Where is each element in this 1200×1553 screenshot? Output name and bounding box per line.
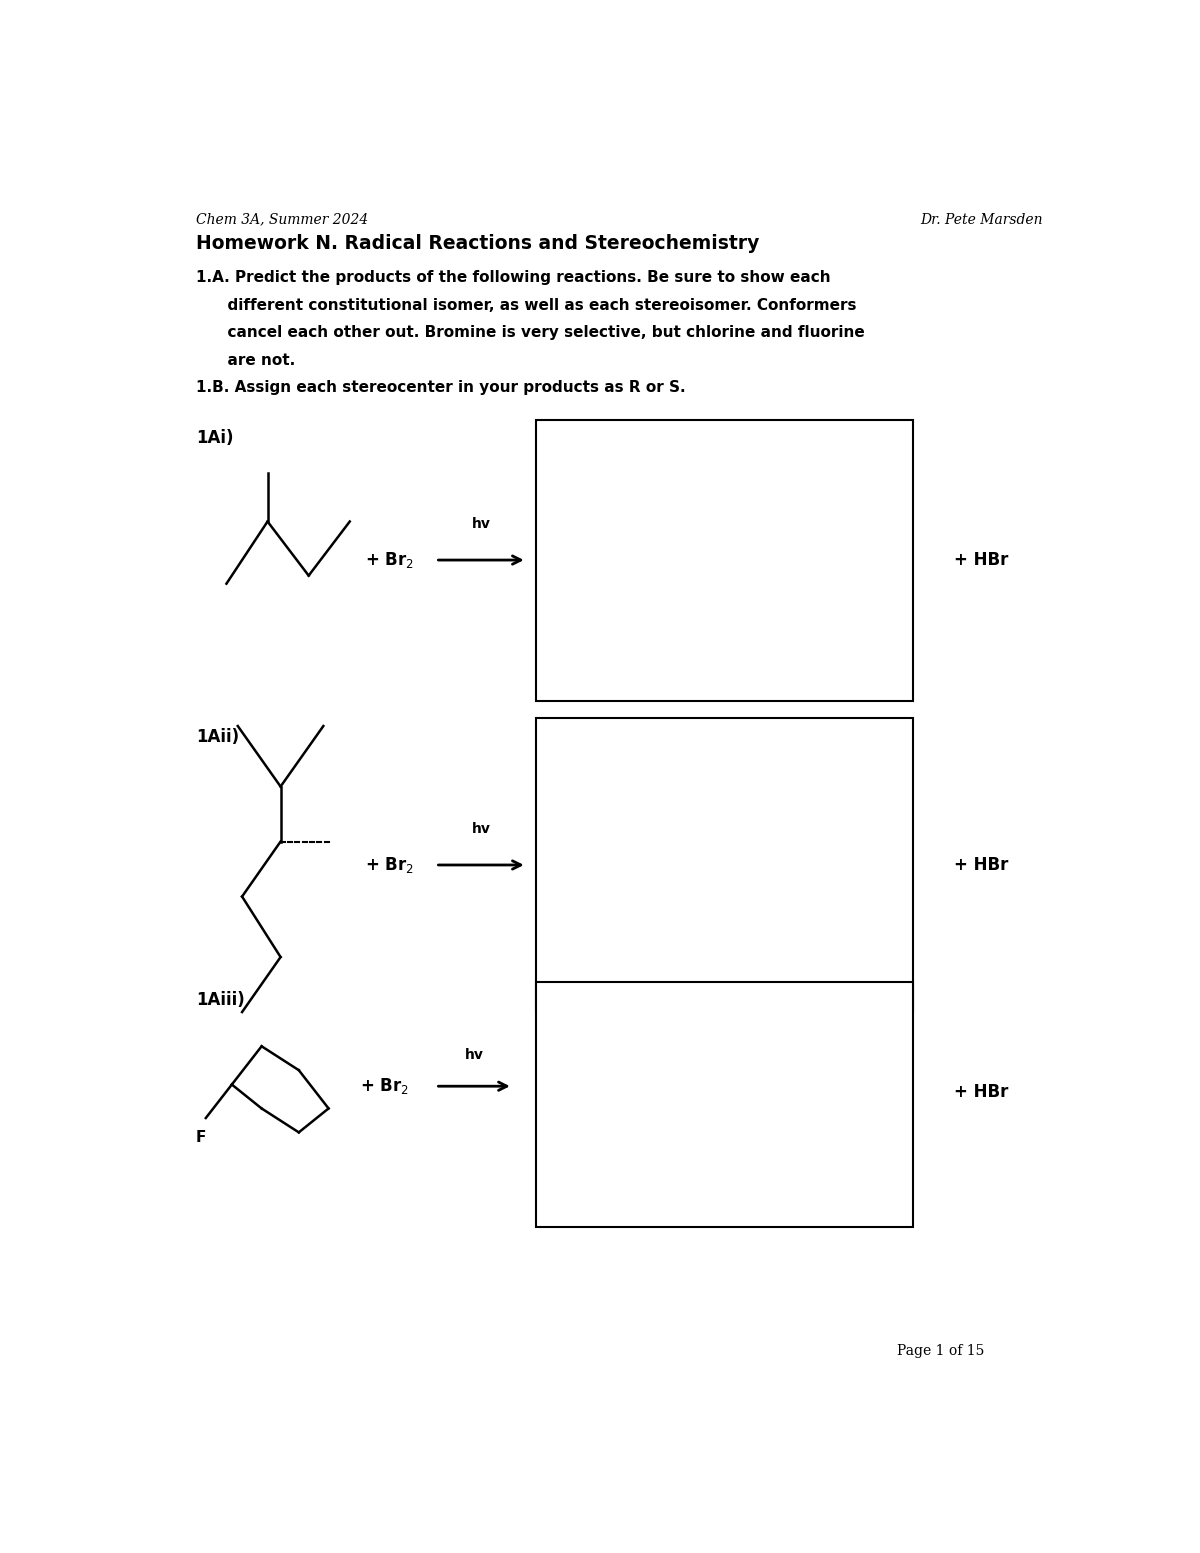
Text: + Br$_2$: + Br$_2$: [366, 550, 414, 570]
Bar: [536, 981, 913, 1227]
Text: Page 1 of 15: Page 1 of 15: [896, 1345, 984, 1359]
Text: + HBr: + HBr: [954, 1082, 1009, 1101]
Text: are not.: are not.: [197, 353, 295, 368]
Text: 1.A. Predict the products of the following reactions. Be sure to show each: 1.A. Predict the products of the followi…: [197, 270, 832, 286]
Text: + Br$_2$: + Br$_2$: [360, 1076, 409, 1096]
Text: F: F: [196, 1131, 206, 1145]
Bar: [536, 719, 913, 1011]
Text: 1Aii): 1Aii): [197, 728, 240, 745]
Text: 1Aiii): 1Aiii): [197, 991, 245, 1009]
Text: + Br$_2$: + Br$_2$: [366, 856, 414, 874]
Text: 1Ai): 1Ai): [197, 429, 234, 447]
Text: + HBr: + HBr: [954, 551, 1009, 568]
Text: Chem 3A, Summer 2024: Chem 3A, Summer 2024: [197, 213, 368, 227]
Text: + HBr: + HBr: [954, 856, 1009, 874]
Text: cancel each other out. Bromine is very selective, but chlorine and fluorine: cancel each other out. Bromine is very s…: [197, 325, 865, 340]
Text: hv: hv: [464, 1048, 484, 1062]
Text: 1.B. Assign each stereocenter in your products as R or S.: 1.B. Assign each stereocenter in your pr…: [197, 380, 686, 394]
Text: different constitutional isomer, as well as each stereoisomer. Conformers: different constitutional isomer, as well…: [197, 298, 857, 312]
Text: hv: hv: [472, 822, 491, 836]
Bar: [536, 419, 913, 700]
Text: Dr. Pete Marsden: Dr. Pete Marsden: [920, 213, 1043, 227]
Text: Homework N. Radical Reactions and Stereochemistry: Homework N. Radical Reactions and Stereo…: [197, 235, 760, 253]
Text: hv: hv: [472, 517, 491, 531]
